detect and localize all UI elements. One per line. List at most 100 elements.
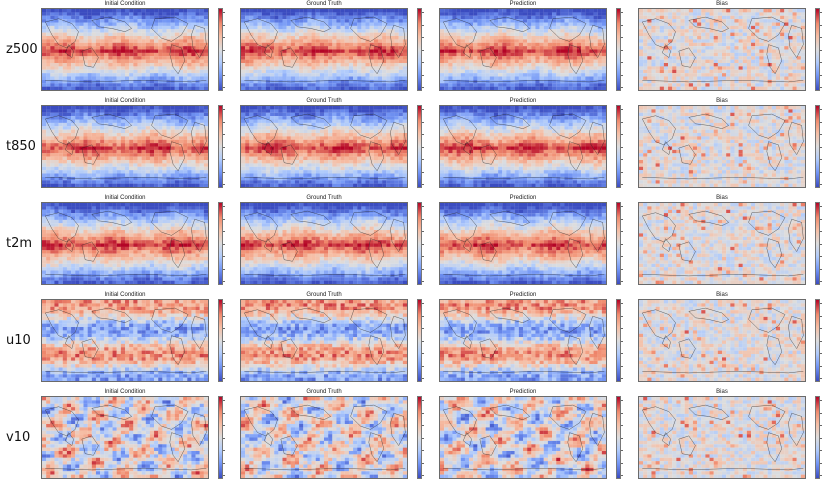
heatmap-cell	[87, 29, 92, 33]
heatmap-cell	[361, 56, 366, 60]
heatmap-cell	[440, 76, 445, 80]
heatmap-cell	[154, 133, 159, 137]
heatmap-cell	[141, 86, 146, 90]
heatmap-cell	[87, 46, 92, 50]
heatmap-cell	[552, 29, 557, 33]
heatmap-cell	[120, 19, 126, 23]
heatmap-cell	[274, 83, 279, 87]
heatmap-cell	[639, 12, 644, 16]
heatmap-cell	[42, 73, 47, 77]
heatmap-cell	[137, 25, 142, 30]
heatmap-cell	[556, 15, 561, 20]
heatmap-cell	[564, 19, 569, 23]
heatmap-cell	[493, 86, 499, 90]
heatmap-cell	[83, 56, 88, 60]
heatmap-cell	[518, 66, 524, 70]
heatmap-cell	[95, 36, 101, 40]
heatmap-cell	[473, 25, 478, 30]
coastline	[244, 80, 405, 82]
heatmap-cell	[767, 19, 772, 23]
heatmap-cell	[469, 73, 474, 77]
heatmap-cell	[75, 22, 80, 26]
heatmap-cell	[796, 79, 801, 84]
heatmap-cell	[498, 83, 503, 87]
heatmap-cell	[784, 29, 789, 33]
heatmap-cell	[705, 25, 710, 30]
heatmap-cell	[307, 29, 312, 33]
heatmap-cell	[659, 25, 664, 30]
heatmap-cell	[166, 122, 171, 127]
heatmap-cell	[145, 112, 150, 117]
heatmap-cell	[203, 180, 208, 184]
heatmap-cell	[116, 160, 121, 164]
heatmap-cell	[158, 109, 163, 113]
heatmap-cell	[100, 129, 105, 134]
heatmap-cell	[112, 160, 117, 164]
heatmap-cell	[261, 15, 266, 20]
heatmap-cell	[448, 73, 453, 77]
heatmap-cell	[730, 29, 735, 33]
heatmap-cell	[125, 62, 130, 67]
heatmap-cell	[668, 86, 673, 90]
heatmap-cell	[42, 129, 47, 134]
heatmap-cell	[373, 9, 379, 13]
coastline	[679, 48, 696, 67]
heatmap-cell	[386, 29, 391, 33]
heatmap-cell	[705, 39, 710, 43]
heatmap-cell	[91, 149, 97, 154]
heatmap-cell	[75, 52, 80, 57]
heatmap-cell	[166, 170, 171, 174]
heatmap-cell	[796, 86, 801, 90]
heatmap-cell	[307, 25, 312, 30]
heatmap-cell	[452, 29, 457, 33]
heatmap-cell	[278, 9, 283, 13]
coastline	[689, 17, 729, 32]
heatmap-cell	[286, 39, 291, 43]
heatmap-cell	[672, 49, 677, 53]
heatmap-cell	[444, 79, 449, 84]
heatmap-cell	[50, 119, 55, 123]
heatmap-cell	[659, 46, 664, 50]
heatmap-cell	[112, 79, 117, 84]
heatmap-cell	[125, 126, 130, 130]
heatmap-z500-initial-condition	[41, 8, 209, 91]
heatmap-cell	[187, 126, 192, 130]
heatmap-cell	[191, 52, 196, 57]
heatmap-cell	[178, 133, 184, 137]
heatmap-cell	[357, 62, 362, 67]
heatmap-cell	[324, 66, 329, 70]
heatmap-cell	[481, 76, 486, 80]
heatmap-cell	[738, 56, 743, 60]
heatmap-cell	[191, 56, 196, 60]
heatmap-cell	[87, 69, 92, 74]
heatmap-cell	[71, 66, 76, 70]
heatmap-cell	[514, 12, 519, 16]
heatmap-cell	[539, 46, 544, 50]
heatmap-cell	[336, 19, 341, 23]
heatmap-cell	[145, 73, 150, 77]
heatmap-cell	[357, 32, 362, 37]
heatmap-cell	[261, 9, 266, 13]
heatmap-cell	[50, 149, 55, 154]
heatmap-cell	[62, 59, 67, 64]
heatmap-cell	[535, 42, 540, 47]
heatmap-cell	[58, 76, 63, 80]
heatmap-cell	[709, 52, 714, 57]
heatmap-cell	[187, 46, 192, 50]
heatmap-cell	[402, 29, 407, 33]
heatmap-cell	[108, 25, 113, 30]
heatmap-cell	[133, 73, 138, 77]
heatmap-cell	[639, 29, 644, 33]
heatmap-cell	[709, 36, 714, 40]
heatmap-cell	[120, 36, 126, 40]
heatmap-cell	[556, 36, 561, 40]
heatmap-cell	[713, 79, 718, 84]
heatmap-cell	[278, 112, 283, 117]
heatmap-cell	[282, 69, 287, 74]
heatmap-cell	[560, 83, 565, 87]
heatmap-cell	[556, 76, 561, 80]
heatmap-cell	[116, 133, 121, 137]
heatmap-cell	[83, 66, 88, 70]
heatmap-cell	[79, 122, 84, 127]
heatmap-cell	[83, 136, 88, 140]
